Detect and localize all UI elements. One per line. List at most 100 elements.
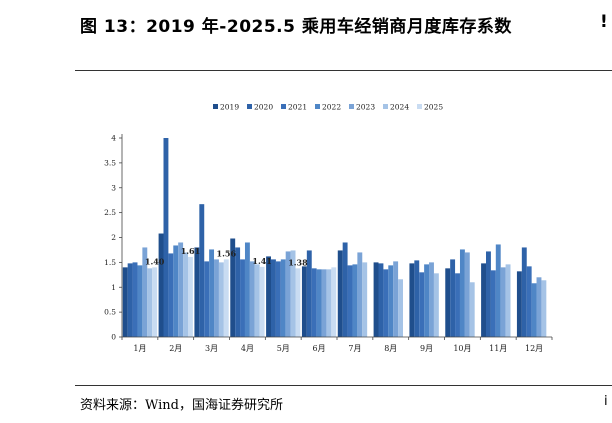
- bar-2019-6月: [301, 266, 307, 337]
- y-tick-label: 2: [111, 233, 116, 242]
- bar-2020-12月: [521, 247, 527, 337]
- data-label-4月: 1.41: [252, 256, 271, 266]
- legend: 2019 2020 2021 2022 2023 2024 2025: [213, 103, 443, 112]
- bar-2019-11月: [481, 263, 486, 337]
- bar-2023-6月: [321, 269, 327, 337]
- bar-2023-1月: [142, 247, 148, 337]
- bar-2020-10月: [450, 259, 456, 337]
- legend-swatch-2020: [247, 104, 252, 109]
- bar-2021-10月: [455, 273, 460, 337]
- bar-2019-9月: [409, 263, 415, 337]
- bar-2019-3月: [194, 247, 200, 337]
- data-label-3月: 1.56: [217, 248, 237, 258]
- x-axis: 1月 2月 3月 4月 5月 6月 7月 8月 9月 10月 11月 12月: [121, 336, 553, 353]
- x-tick-label-7月: 7月: [348, 344, 361, 353]
- y-tick-label: 4: [111, 134, 116, 143]
- y-tick-label: 1.5: [104, 258, 116, 267]
- bar-2021-1月: [132, 262, 138, 338]
- legend-swatch-2021: [281, 104, 286, 109]
- bar-2019-8月: [373, 262, 379, 338]
- source-note: 资料来源：Wind，国海证券研究所: [80, 398, 283, 413]
- bar-2021-9月: [419, 272, 425, 337]
- legend-label-2019: 2019: [220, 103, 239, 112]
- bar-2023-11月: [500, 267, 506, 337]
- bar-2024-11月: [505, 264, 511, 337]
- x-tick-label-1月: 1月: [133, 344, 146, 353]
- data-label-1月: 1.40: [145, 256, 165, 266]
- bar-2021-7月: [347, 265, 353, 337]
- bar-2020-8月: [378, 263, 384, 337]
- legend-label-2024: 2024: [390, 103, 409, 112]
- bar-2021-12月: [526, 266, 532, 337]
- y-tick-label: 0: [111, 333, 116, 342]
- legend-swatch-2022: [315, 104, 320, 109]
- x-tick-label-2月: 2月: [169, 344, 182, 353]
- bar-2022-3月: [209, 249, 215, 337]
- bar-2024-7月: [362, 262, 368, 338]
- legend-label-2022: 2022: [322, 103, 341, 112]
- bar-2024-2月: [183, 252, 188, 337]
- bar-2021-6月: [311, 268, 317, 337]
- bar-2021-11月: [490, 270, 496, 337]
- bar-2022-5月: [280, 259, 286, 337]
- bar-2025-3月: [223, 259, 229, 337]
- x-tick-label-12月: 12月: [525, 344, 543, 353]
- bar-2023-8月: [393, 261, 399, 337]
- bar-2020-3月: [199, 204, 205, 337]
- bar-2022-4月: [244, 242, 250, 337]
- bar-2022-10月: [459, 249, 465, 337]
- y-tick-label: 1: [111, 283, 116, 292]
- x-tick-label-5月: 5月: [277, 344, 290, 353]
- legend-swatch-2024: [383, 104, 388, 109]
- y-tick-label: 3: [111, 183, 116, 192]
- bar-2019-1月: [122, 267, 128, 337]
- bar-2025-4月: [259, 266, 265, 337]
- bar-2023-5月: [285, 251, 291, 337]
- legend-label-2023: 2023: [356, 103, 375, 112]
- bar-2021-8月: [383, 269, 389, 337]
- bar-2024-10月: [469, 282, 475, 337]
- legend-swatch-2019: [213, 104, 218, 109]
- bar-2025-1月: [152, 267, 158, 337]
- bar-2024-4月: [254, 264, 260, 337]
- y-tick-label: 3.5: [104, 158, 116, 167]
- bar-2024-6月: [326, 269, 332, 337]
- x-tick-label-3月: 3月: [205, 344, 218, 353]
- bar-2019-4月: [230, 238, 236, 337]
- bar-2019-2月: [158, 233, 164, 337]
- bottom-divider: [75, 385, 612, 386]
- x-tick-label-10月: 10月: [453, 344, 471, 353]
- bar-2024-12月: [541, 280, 547, 337]
- y-tick-label: 0.5: [104, 308, 116, 317]
- bar-2019-12月: [516, 271, 522, 337]
- bar-2024-3月: [218, 262, 224, 338]
- top-divider: [75, 70, 612, 71]
- x-tick-label-4月: 4月: [241, 344, 254, 353]
- bar-2022-6月: [316, 269, 322, 337]
- x-tick-label-11月: 11月: [489, 344, 507, 353]
- bar-2023-10月: [464, 252, 470, 337]
- bar-2022-2月: [173, 245, 179, 337]
- bar-2022-8月: [388, 265, 394, 337]
- bar-2023-12月: [536, 277, 542, 337]
- data-label-5月: 1.38: [288, 257, 308, 267]
- bar-2023-4月: [249, 261, 255, 337]
- bar-2020-2月: [163, 138, 169, 337]
- bar-2020-5月: [271, 259, 276, 337]
- bar-2019-5月: [266, 256, 271, 337]
- bar-2020-1月: [127, 263, 133, 337]
- bar-2022-7月: [352, 264, 358, 337]
- data-label-2月: 1.61: [181, 246, 200, 256]
- y-axis: 0 0.5 1 1.5 2 2.5 3 3.5 4: [104, 134, 123, 342]
- bar-2022-11月: [495, 244, 501, 337]
- bar-2025-5月: [295, 268, 301, 337]
- legend-swatch-2025: [417, 104, 422, 109]
- bar-2025-6月: [331, 267, 337, 337]
- bar-2022-9月: [424, 264, 430, 337]
- bar-2023-3月: [214, 259, 219, 337]
- bar-2020-4月: [235, 247, 241, 337]
- bar-2023-9月: [429, 262, 434, 338]
- bar-2024-1月: [147, 268, 153, 337]
- bar-2019-7月: [337, 250, 343, 337]
- bar-2023-2月: [178, 242, 184, 337]
